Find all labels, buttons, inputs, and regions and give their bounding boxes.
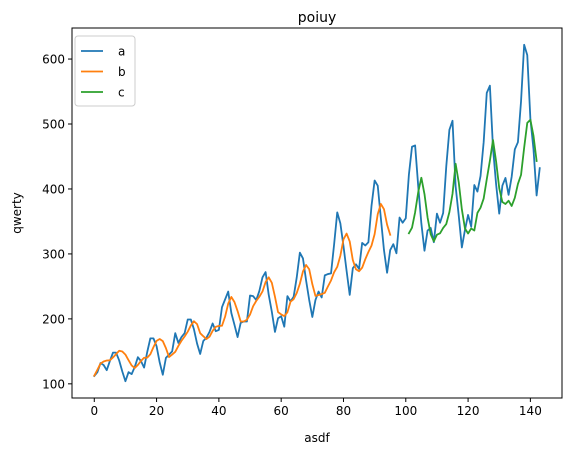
y-tick-label: 100 [42,377,65,391]
y-tick-label: 600 [42,53,65,67]
x-tick-label: 140 [519,404,542,418]
y-tick-label: 300 [42,247,65,261]
series-line-c [407,118,538,243]
series-line-b [93,203,392,377]
x-tick-label: 100 [394,404,417,418]
legend-label-b: b [118,65,126,79]
y-tick-label: 500 [42,118,65,132]
series-layer [93,43,541,383]
plot-frame [71,27,563,399]
y-tick-label: 400 [42,182,65,196]
y-tick-label: 200 [42,312,65,326]
x-tick-label: 60 [274,404,289,418]
chart-title: poiuy [298,10,337,26]
y-axis: 100 200 300 400 500 600 [42,53,72,391]
x-tick-label: 0 [90,404,98,418]
x-tick-label: 20 [149,404,164,418]
y-axis-label: qwerty [10,192,24,234]
x-axis-label: asdf [304,431,330,445]
legend: abc [74,35,136,107]
legend-box [74,35,136,107]
x-tick-label: 40 [211,404,226,418]
x-axis: 0 20 40 60 80 100 120 140 [90,398,542,418]
x-tick-label: 80 [336,404,351,418]
legend-label-a: a [118,45,125,59]
x-tick-label: 120 [457,404,480,418]
legend-label-c: c [118,86,125,100]
